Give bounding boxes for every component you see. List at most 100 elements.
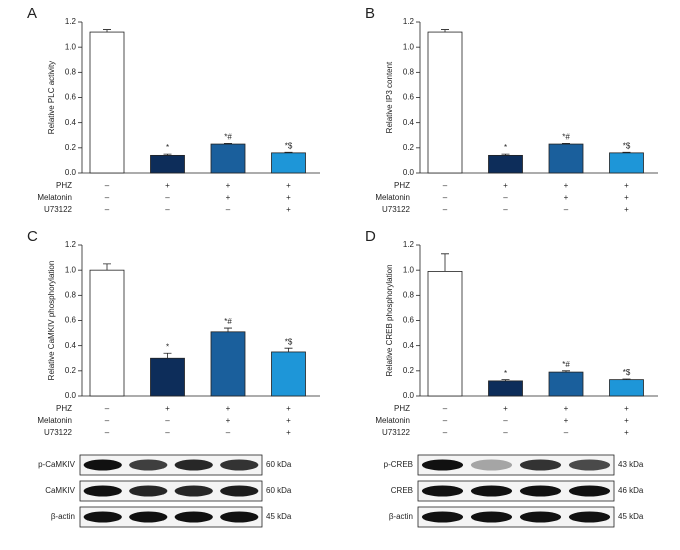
blot-size: 60 kDa — [266, 486, 292, 495]
condition-sign: – — [105, 416, 110, 425]
y-tick-label: 1.0 — [65, 265, 77, 274]
blot-band — [174, 485, 213, 497]
bar — [89, 269, 125, 397]
significance-label: * — [504, 143, 507, 152]
condition-sign: – — [105, 428, 110, 437]
y-tick-label: 1.0 — [403, 42, 415, 51]
blot-size: 45 kDa — [618, 512, 644, 521]
condition-sign: – — [165, 205, 170, 214]
blot-band — [519, 511, 562, 523]
blot-frame — [79, 506, 263, 528]
condition-sign: + — [624, 193, 629, 202]
blot-label: β-actin — [389, 512, 413, 521]
condition-sign: + — [286, 416, 291, 425]
bar — [427, 271, 463, 397]
blot-band — [568, 459, 611, 471]
condition-name: Melatonin — [37, 193, 72, 202]
y-tick-label: 1.2 — [65, 17, 77, 26]
condition-name: PHZ — [56, 181, 72, 190]
condition-sign: – — [226, 428, 231, 437]
y-tick-label: 0.4 — [403, 118, 415, 127]
error-bar — [562, 143, 570, 145]
condition-sign: – — [443, 404, 448, 413]
y-axis-label: Relative IP3 content — [385, 61, 394, 133]
condition-sign: – — [503, 416, 508, 425]
blot-band — [568, 485, 611, 497]
blot-label: CaMKIV — [45, 486, 75, 495]
condition-sign: + — [564, 181, 569, 190]
blot-frame — [417, 506, 615, 528]
blot-frame — [79, 454, 263, 476]
significance-label: *# — [562, 360, 570, 369]
condition-name: Melatonin — [375, 416, 410, 425]
condition-name: U73122 — [382, 428, 411, 437]
blot-size: 43 kDa — [618, 460, 644, 469]
blot-label: p-CREB — [384, 460, 413, 469]
condition-sign: + — [624, 404, 629, 413]
blot-band — [421, 511, 464, 523]
y-tick-label: 0.8 — [403, 290, 415, 299]
condition-sign: – — [105, 181, 110, 190]
blot-band — [568, 511, 611, 523]
y-axis-label: Relative PLC activity — [47, 61, 56, 134]
significance-label: *# — [562, 133, 570, 142]
blot-band — [174, 459, 213, 471]
condition-name: U73122 — [44, 428, 73, 437]
y-tick-label: 0.8 — [65, 67, 77, 76]
blot-band — [220, 511, 259, 523]
condition-sign: – — [105, 205, 110, 214]
condition-sign: – — [503, 193, 508, 202]
condition-sign: – — [226, 205, 231, 214]
condition-name: PHZ — [394, 404, 410, 413]
blot-band — [174, 511, 213, 523]
y-tick-label: 1.0 — [65, 42, 77, 51]
bar — [210, 331, 246, 397]
y-axis-label: Relative CaMKIV phosphorylation — [47, 261, 56, 381]
condition-sign: + — [624, 181, 629, 190]
blot-band — [470, 511, 513, 523]
bar — [271, 152, 306, 174]
blot-label: β-actin — [51, 512, 75, 521]
blot-band — [129, 511, 168, 523]
blot-size: 46 kDa — [618, 486, 644, 495]
condition-sign: – — [105, 193, 110, 202]
blot-band — [129, 459, 168, 471]
blot-band — [421, 485, 464, 497]
condition-sign: + — [165, 404, 170, 413]
y-tick-label: 0.0 — [65, 168, 77, 177]
condition-sign: + — [165, 181, 170, 190]
condition-name: PHZ — [394, 181, 410, 190]
condition-sign: – — [443, 205, 448, 214]
bar — [271, 351, 306, 397]
error-bar — [441, 253, 449, 272]
y-tick-label: 0.8 — [403, 67, 415, 76]
significance-label: *# — [224, 133, 232, 142]
y-tick-label: 1.0 — [403, 265, 415, 274]
condition-sign: + — [286, 193, 291, 202]
condition-sign: + — [226, 181, 231, 190]
error-bar — [103, 29, 111, 33]
significance-label: * — [166, 342, 169, 351]
blot-band — [470, 459, 513, 471]
condition-sign: + — [564, 416, 569, 425]
condition-sign: + — [286, 428, 291, 437]
bar — [427, 31, 463, 174]
blot-frame — [417, 480, 615, 502]
condition-sign: – — [165, 416, 170, 425]
blot-band — [83, 511, 122, 523]
condition-sign: + — [286, 404, 291, 413]
panel-letter: B — [365, 5, 375, 22]
blot-label: p-CaMKIV — [38, 460, 76, 469]
significance-label: *$ — [623, 141, 631, 150]
bar — [488, 380, 523, 397]
y-tick-label: 0.6 — [65, 93, 77, 102]
error-bar — [562, 370, 570, 373]
blot-size: 45 kDa — [266, 512, 292, 521]
error-bar — [501, 379, 510, 381]
y-tick-label: 1.2 — [403, 17, 415, 26]
y-tick-label: 0.8 — [65, 290, 77, 299]
blot-band — [470, 485, 513, 497]
y-tick-label: 0.6 — [65, 316, 77, 325]
error-bar — [163, 352, 172, 359]
